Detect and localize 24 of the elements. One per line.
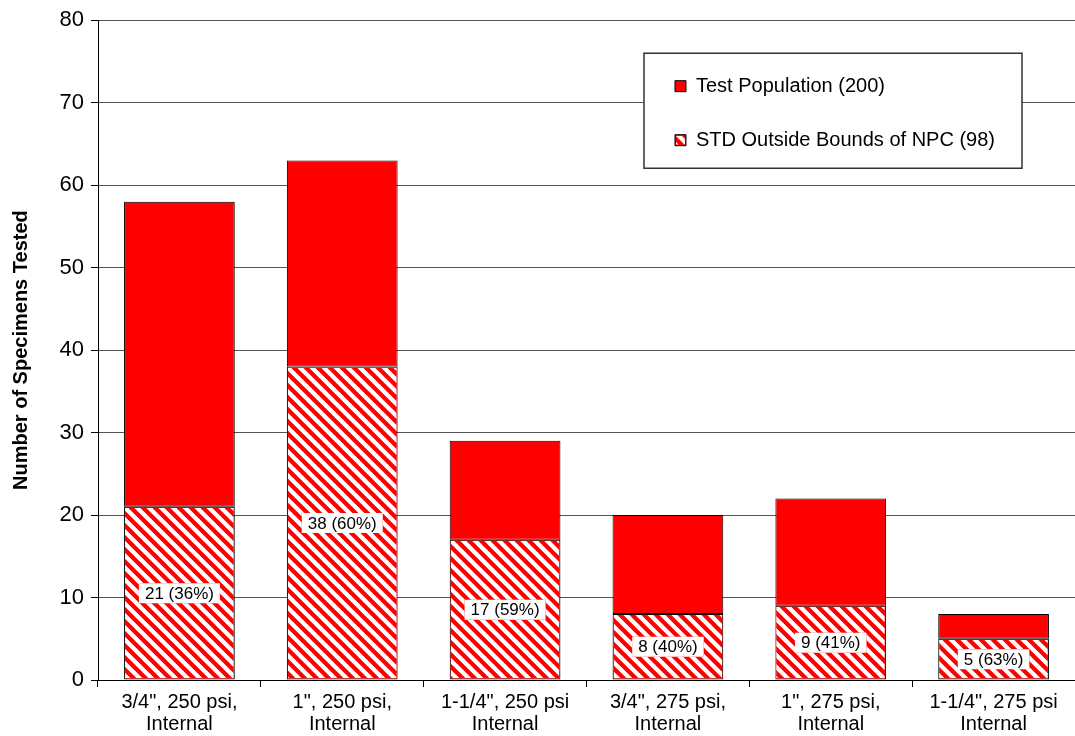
x-tick-label: 1-1/4", 275 psi Internal xyxy=(929,689,1058,734)
y-tick-label: 10 xyxy=(59,583,84,609)
data-label: 5 (63%) xyxy=(963,649,1024,669)
y-tick-label: 30 xyxy=(59,418,84,444)
data-label: 8 (40%) xyxy=(638,637,698,657)
y-tick-label: 40 xyxy=(59,336,84,362)
x-tick-label: 1", 275 psi, Internal xyxy=(781,689,881,734)
y-axis-title: Number of Specimens Tested xyxy=(8,210,31,490)
x-tick-label: 1-1/4", 250 psi Internal xyxy=(440,689,570,734)
x-tick-label: 3/4", 250 psi, Internal xyxy=(121,689,238,734)
y-tick-label: 60 xyxy=(59,171,84,197)
y-tick-label: 70 xyxy=(59,88,84,114)
x-tick-label: 3/4", 275 psi, Internal xyxy=(609,689,726,734)
y-tick-label: 0 xyxy=(71,666,84,692)
data-label: 17 (59%) xyxy=(470,600,540,620)
x-tick-label: 1", 250 psi, Internal xyxy=(292,689,392,734)
y-tick-label: 20 xyxy=(59,501,84,527)
data-label: 9 (41%) xyxy=(800,633,861,653)
legend-label: STD Outside Bounds of NPC (98) xyxy=(695,127,995,150)
data-label: 21 (36%) xyxy=(144,583,214,603)
data-label: 38 (60%) xyxy=(307,513,377,533)
y-tick-label: 80 xyxy=(59,6,84,32)
legend-label: Test Population (200) xyxy=(695,73,885,96)
y-tick-label: 50 xyxy=(59,253,84,279)
